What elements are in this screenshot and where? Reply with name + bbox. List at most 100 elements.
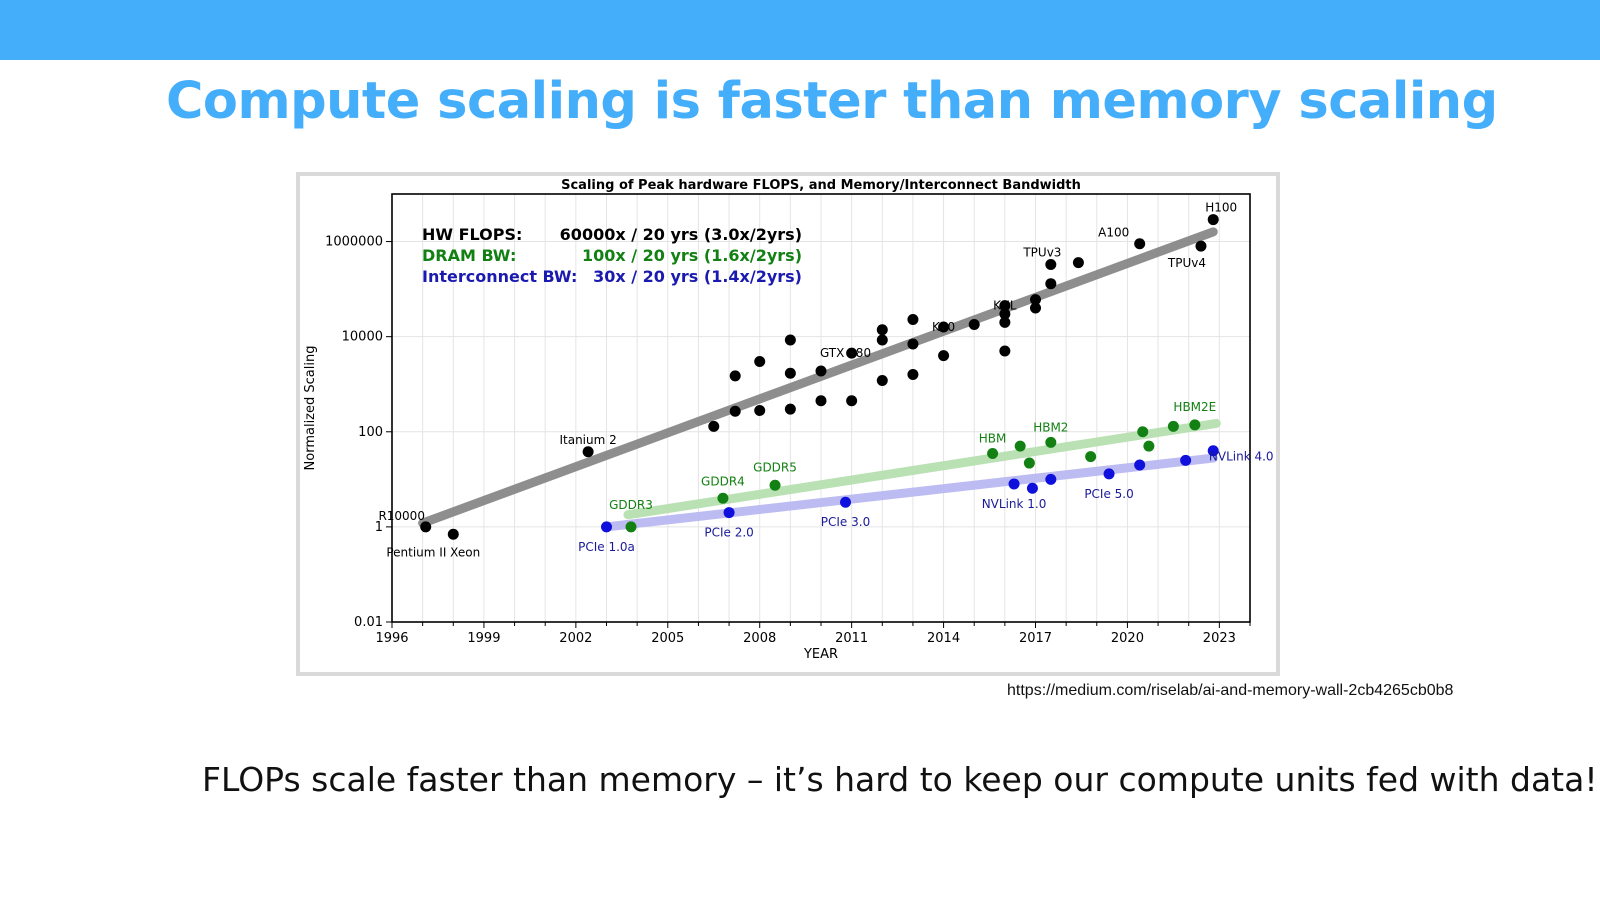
data-point <box>876 374 888 386</box>
data-point <box>1045 258 1057 270</box>
data-point <box>840 496 852 508</box>
point-label: GDDR5 <box>753 460 797 474</box>
data-point <box>968 319 980 331</box>
point-label: GDDR3 <box>609 498 653 512</box>
data-point <box>1072 257 1084 269</box>
data-point <box>420 521 432 533</box>
x-tick-label: 2020 <box>1111 631 1144 646</box>
data-point <box>601 521 612 533</box>
rate-annotation-label: Interconnect BW: <box>422 267 577 286</box>
point-label: HBM2 <box>1033 420 1068 434</box>
data-point <box>907 338 919 350</box>
chart-figure: 1996 1999 2002 2005 2008 2011 2014 2017 2020 2023… <box>296 172 1280 676</box>
data-point <box>938 321 950 333</box>
rate-annotation-label: HW FLOPS: <box>422 225 522 244</box>
point-label: K40 <box>932 320 955 334</box>
point-label: TPUv3 <box>1022 246 1061 260</box>
data-point <box>846 347 858 359</box>
x-tick-label: 2008 <box>743 631 776 646</box>
point-label: GDDR4 <box>701 474 745 488</box>
data-point <box>582 446 594 458</box>
point-label: HBM <box>979 431 1007 445</box>
data-point <box>769 479 781 491</box>
data-point <box>999 345 1011 357</box>
data-point <box>1008 478 1020 490</box>
slide-title: Compute scaling is faster than memory sc… <box>166 72 1498 131</box>
x-tick-label: 1996 <box>375 631 408 646</box>
point-label: A100 <box>1098 226 1129 240</box>
data-point <box>784 367 796 379</box>
data-point <box>1143 440 1155 452</box>
rate-annotation-label: DRAM BW: <box>422 246 516 265</box>
data-point <box>1014 440 1026 452</box>
y-tick-label: 1000000 <box>325 235 383 250</box>
y-tick-label: 0.01 <box>354 615 383 630</box>
trend-line <box>418 227 1218 528</box>
data-point <box>815 365 827 377</box>
scaling-chart: 1996 1999 2002 2005 2008 2011 2014 2017 2020 2023… <box>303 178 1274 662</box>
data-point <box>999 308 1011 320</box>
x-tick-label: 2002 <box>559 631 592 646</box>
point-label: R10000 <box>378 509 425 523</box>
rate-annotation-value: 60000x / 20 yrs (3.0x/2yrs) <box>560 225 802 244</box>
data-point <box>1045 436 1057 448</box>
data-point <box>876 334 888 346</box>
data-point <box>625 521 637 533</box>
data-point <box>784 334 796 346</box>
y-tick-label: 100 <box>358 425 383 440</box>
data-point <box>729 370 741 382</box>
point-label: PCIe 5.0 <box>1084 487 1133 501</box>
x-tick-label: 2011 <box>835 631 868 646</box>
chart-title: Scaling of Peak hardware FLOPS, and Memo… <box>561 178 1081 193</box>
point-label: PCIe 2.0 <box>704 526 753 540</box>
data-point <box>1045 473 1057 485</box>
x-tick-label: 2014 <box>927 631 960 646</box>
point-label: HBM2E <box>1173 400 1216 414</box>
data-point <box>1137 426 1149 438</box>
data-point <box>754 356 766 368</box>
data-point <box>987 447 999 459</box>
data-point <box>1207 214 1219 226</box>
data-point <box>784 403 796 415</box>
point-label: PCIe 3.0 <box>821 515 870 529</box>
point-label: NVLink 4.0 <box>1209 450 1274 464</box>
slide-caption: FLOPs scale faster than memory – it’s ha… <box>202 760 1598 799</box>
point-label: Pentium II Xeon <box>386 545 480 559</box>
rate-annotation-value: 30x / 20 yrs (1.4x/2yrs) <box>593 267 802 286</box>
data-point <box>1085 451 1097 463</box>
data-point <box>717 492 729 504</box>
data-point <box>1195 240 1207 252</box>
data-point <box>1134 238 1146 250</box>
data-point <box>729 405 741 417</box>
data-point <box>1167 420 1179 432</box>
rate-annotation-value: 100x / 20 yrs (1.6x/2yrs) <box>582 246 802 265</box>
data-point <box>1030 294 1041 306</box>
data-point <box>1030 302 1041 314</box>
data-point <box>907 369 919 381</box>
data-point <box>938 350 950 362</box>
point-label: GTX 580 <box>820 346 871 360</box>
data-point <box>907 313 919 325</box>
point-label: H100 <box>1205 201 1237 215</box>
point-label: TPUv4 <box>1167 256 1206 270</box>
data-point <box>1103 468 1115 480</box>
point-label: NVLink 1.0 <box>982 497 1047 511</box>
x-tick-label: 1999 <box>467 631 500 646</box>
data-point <box>723 507 735 519</box>
data-point <box>999 316 1011 328</box>
x-axis-label: YEAR <box>803 647 838 662</box>
x-tick-label: 2005 <box>651 631 684 646</box>
data-point <box>1026 482 1038 494</box>
top-banner <box>0 0 1600 60</box>
point-label: Itanium 2 <box>559 433 616 447</box>
data-point <box>999 300 1011 312</box>
source-url[interactable]: https://medium.com/riselab/ai-and-memory… <box>1007 682 1454 699</box>
data-point <box>447 528 459 540</box>
data-point <box>1134 459 1146 471</box>
data-point <box>876 324 888 336</box>
y-tick-label: 10000 <box>342 330 383 345</box>
data-point <box>1023 457 1035 469</box>
data-point <box>846 395 858 407</box>
data-point <box>708 420 720 432</box>
point-label: PCIe 1.0a <box>578 540 635 554</box>
